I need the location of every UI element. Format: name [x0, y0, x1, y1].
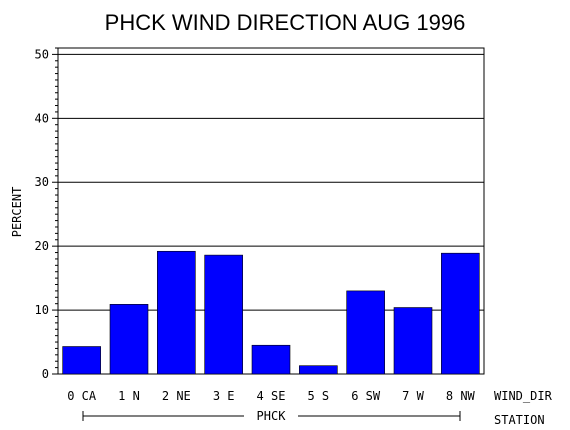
- x-tick-label: 5 S: [307, 389, 329, 403]
- y-tick-label: 30: [35, 175, 49, 189]
- bar: [441, 252, 480, 375]
- group-name-label: PHCK: [257, 409, 287, 423]
- y-tick-label: 20: [35, 239, 49, 253]
- x-tick-label: 2 NE: [162, 389, 191, 403]
- bar: [204, 254, 243, 375]
- x-tick-label: 4 SE: [257, 389, 286, 403]
- bar: [299, 365, 338, 375]
- y-tick-label: 10: [35, 303, 49, 317]
- y-tick-label: 40: [35, 111, 49, 125]
- bar: [157, 250, 196, 375]
- bar: [62, 346, 101, 375]
- x-tick-label: 0 CA: [67, 389, 97, 403]
- bar: [251, 344, 291, 375]
- y-axis-label: PERCENT: [10, 187, 24, 238]
- bar: [346, 290, 385, 375]
- bar: [109, 304, 149, 375]
- gridlines: [58, 53, 484, 311]
- x-axis: 0 CA 1 N 2 NE 3 E 4 SE 5 S 6 SW 7 W 8 NW: [67, 389, 475, 403]
- x-axis-label: WIND_DIR: [494, 389, 553, 403]
- x-tick-label: 3 E: [213, 389, 235, 403]
- y-axis: 0 10 20 30 40 50: [35, 47, 58, 381]
- group-axis-label: STATION: [494, 413, 545, 427]
- bars: [62, 250, 480, 375]
- x-tick-label: 1 N: [118, 389, 140, 403]
- chart-title: PHCK WIND DIRECTION AUG 1996: [105, 10, 466, 35]
- x-tick-label: 8 NW: [446, 389, 476, 403]
- y-tick-label: 50: [35, 47, 49, 61]
- bar: [393, 307, 433, 375]
- x-tick-label: 6 SW: [351, 389, 381, 403]
- y-tick-label: 0: [42, 367, 49, 381]
- x-tick-label: 7 W: [402, 389, 424, 403]
